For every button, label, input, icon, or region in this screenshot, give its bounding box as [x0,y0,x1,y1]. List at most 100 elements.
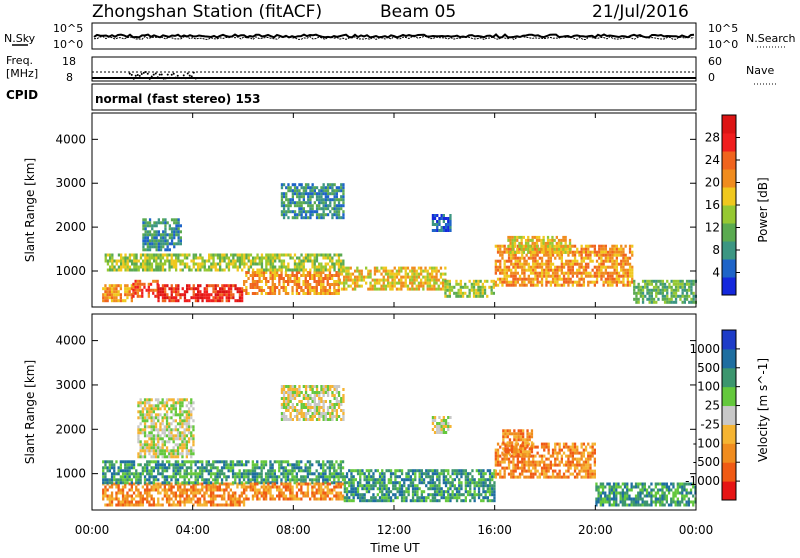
heatmap-cell [447,496,449,499]
heatmap-cell [322,492,324,495]
heatmap-cell [173,230,175,233]
heatmap-cell [155,466,157,469]
heatmap-cell [127,263,129,266]
heatmap-cell [137,283,139,286]
heatmap-cell [274,289,276,292]
heatmap-cell [644,283,646,286]
heatmap-cell [173,495,175,498]
heatmap-cell [226,266,228,269]
heatmap-cell [234,266,236,269]
heatmap-cell [556,464,558,467]
heatmap-cell [598,495,600,498]
heatmap-cell [162,290,164,293]
heatmap-cell [458,487,460,490]
heatmap-cell [570,464,572,467]
heatmap-cell [329,210,331,213]
heatmap-cell [592,452,594,455]
heatmap-cell [307,292,309,295]
heatmap-cell [589,473,591,476]
heatmap-cell [294,183,296,186]
heatmap-cell [171,290,173,293]
heatmap-cell [243,472,245,475]
heatmap-cell [102,489,104,492]
heatmap-cell [243,486,245,489]
heatmap-cell [501,458,503,461]
heatmap-cell [175,495,177,498]
heatmap-cell [234,299,236,302]
heatmap-cell [592,449,594,452]
heatmap-cell [173,287,175,290]
heatmap-cell [146,254,148,257]
freq-dot [187,72,189,74]
heatmap-cell [476,493,478,496]
heatmap-cell [230,504,232,507]
heatmap-cell [236,460,238,463]
heatmap-cell [303,186,305,189]
heatmap-cell [657,292,659,295]
heatmap-cell [177,469,179,472]
heatmap-cell [258,466,260,469]
heatmap-cell [254,260,256,263]
heatmap-cell [547,242,549,245]
heatmap-cell [192,486,194,489]
heatmap-cell [545,476,547,479]
heatmap-cell [618,272,620,275]
heatmap-cell [120,293,122,296]
heatmap-cell [239,293,241,296]
heatmap-cell [620,251,622,254]
heatmap-cell [350,490,352,493]
heatmap-cell [576,473,578,476]
heatmap-cell [197,504,199,507]
heatmap-cell [543,242,545,245]
heatmap-cell [562,239,564,242]
heatmap-cell [272,475,274,478]
heatmap-cell [541,467,543,470]
heatmap-cell [471,286,473,289]
heatmap-cell [203,495,205,498]
heatmap-cell [169,224,171,227]
heatmap-cell [169,242,171,245]
heatmap-cell [444,273,446,276]
heatmap-cell [149,230,151,233]
heatmap-cell [164,287,166,290]
heatmap-cell [506,272,508,275]
heatmap-cell [688,280,690,283]
heatmap-cell [512,263,514,266]
heatmap-cell [402,285,404,288]
heatmap-cell [413,267,415,270]
heatmap-cell [559,449,561,452]
heatmap-cell [523,458,525,461]
heatmap-cell [529,239,531,242]
heatmap-cell [186,290,188,293]
heatmap-cell [232,257,234,260]
heatmap-cell [215,254,217,257]
heatmap-cell [272,274,274,277]
heatmap-cell [287,283,289,286]
heatmap-cell [276,486,278,489]
heatmap-cell [403,499,405,502]
heatmap-cell [212,495,214,498]
heatmap-cell [173,263,175,266]
heatmap-cell [148,501,150,504]
heatmap-cell [225,460,227,463]
heatmap-cell [322,289,324,292]
heatmap-cell [318,478,320,481]
heatmap-cell [523,266,525,269]
heatmap-cell [611,245,613,248]
heatmap-cell [447,493,449,496]
heatmap-cell [153,489,155,492]
heatmap-cell [410,469,412,472]
heatmap-cell [447,469,449,472]
heatmap-cell [537,278,539,281]
heatmap-cell [340,486,342,489]
freq-dot [159,74,161,76]
heatmap-cell [109,469,111,472]
heatmap-cell [512,278,514,281]
heatmap-cell [541,458,543,461]
heatmap-cell [287,292,289,295]
heatmap-cell [620,245,622,248]
heatmap-cell [281,266,283,269]
heatmap-cell [245,481,247,484]
heatmap-cell [445,484,447,487]
heatmap-cell [350,273,352,276]
